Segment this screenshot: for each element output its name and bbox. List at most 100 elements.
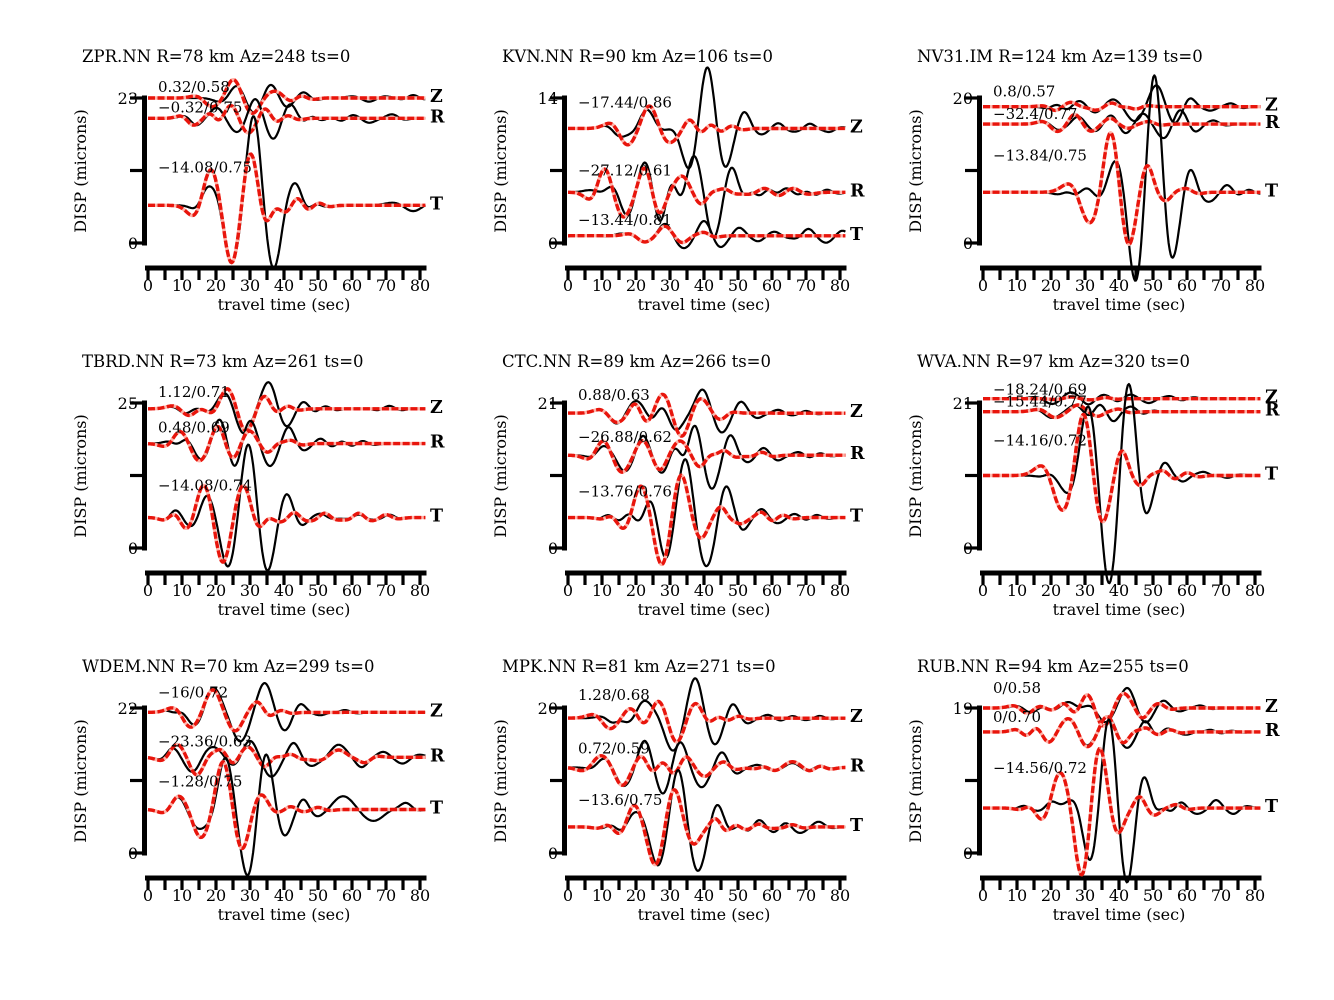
fit-annotation-R: −15.44/0.77	[993, 393, 1087, 411]
x-tick-label: 70	[1211, 276, 1231, 295]
panel-title: TBRD.NN R=73 km Az=261 ts=0	[82, 352, 364, 371]
synthetic-trace-R	[567, 754, 847, 787]
x-tick-label: 80	[410, 581, 430, 600]
fit-annotation-Z: 0.88/0.63	[578, 386, 650, 404]
x-tick-label: 60	[762, 276, 782, 295]
x-tick-label: 0	[143, 581, 153, 600]
x-axis-label: travel time (sec)	[218, 905, 351, 924]
fit-annotation-T: −13.84/0.75	[993, 146, 1087, 164]
component-label-R: R	[1265, 401, 1280, 421]
x-tick-label: 0	[978, 581, 988, 600]
x-tick-label: 50	[728, 581, 748, 600]
x-tick-label: 40	[694, 886, 714, 905]
synthetic-trace-underlay-Z	[567, 104, 847, 147]
fit-annotation-R: −27.12/0.61	[578, 161, 672, 179]
plot-area: 0 10 20 30 40 50 60 70 80 0/0.58 Z 0/0.70 R −14.56/0.…	[965, 679, 1280, 905]
synthetic-trace-Z	[567, 392, 847, 438]
observed-trace-T	[147, 443, 426, 572]
y-max-label: 21	[953, 394, 973, 413]
x-tick-label: 60	[1177, 276, 1197, 295]
synthetic-trace-T	[147, 152, 427, 265]
component-label-T: T	[1265, 181, 1278, 201]
x-tick-label: 10	[172, 581, 192, 600]
y-axis-label: DISP (microns)	[906, 719, 925, 843]
fit-annotation-R: −0.32/0.75	[158, 98, 242, 116]
x-tick-label: 60	[342, 886, 362, 905]
synthetic-trace-R	[147, 742, 427, 777]
station-panel-wva: WVA.NN R=97 km Az=320 ts=0 21 0 DISP (mi…	[906, 352, 1280, 619]
station-panel-mpk: MPK.NN R=81 km Az=271 ts=0 20 0 DISP (mi…	[491, 657, 865, 924]
plot-area: 0 10 20 30 40 50 60 70 80 0.88/0.63 Z −26.88/0.62 R −…	[550, 386, 865, 600]
fit-annotation-T: −13.6/0.75	[578, 791, 662, 809]
fit-annotation-R: −23.36/0.63	[158, 732, 252, 750]
synthetic-trace-underlay-T	[147, 760, 427, 851]
y-max-label: 22	[118, 699, 138, 718]
x-tick-label: 0	[978, 886, 988, 905]
x-tick-label: 70	[376, 276, 396, 295]
synthetic-trace-Z	[147, 688, 427, 733]
component-label-R: R	[850, 181, 865, 201]
x-tick-label: 70	[1211, 886, 1231, 905]
panel-title: WVA.NN R=97 km Az=320 ts=0	[917, 352, 1190, 371]
x-tick-label: 0	[978, 276, 988, 295]
y-axis-label: DISP (microns)	[906, 109, 925, 233]
x-tick-label: 20	[206, 276, 226, 295]
synthetic-trace-R	[982, 403, 1262, 420]
station-panel-zpr: ZPR.NN R=78 km Az=248 ts=0 23 0 DISP (mi…	[71, 47, 445, 314]
synthetic-trace-R	[147, 424, 427, 463]
x-tick-label: 80	[830, 276, 850, 295]
observed-trace-Z	[567, 66, 846, 170]
synthetic-trace-Z	[147, 78, 427, 115]
component-label-Z: Z	[1265, 697, 1278, 717]
synthetic-trace-Z	[567, 104, 847, 147]
x-tick-label: 20	[626, 886, 646, 905]
x-tick-label: 20	[1041, 276, 1061, 295]
synthetic-trace-R	[982, 112, 1262, 134]
x-axis-label: travel time (sec)	[1053, 905, 1186, 924]
x-tick-label: 80	[830, 886, 850, 905]
x-tick-label: 70	[1211, 581, 1231, 600]
x-tick-label: 10	[1007, 886, 1027, 905]
station-panel-ctc: CTC.NN R=89 km Az=266 ts=0 21 0 DISP (mi…	[491, 352, 865, 619]
synthetic-trace-Z	[567, 699, 847, 744]
y-max-label: 21	[538, 394, 558, 413]
x-tick-label: 70	[376, 886, 396, 905]
synthetic-trace-R	[982, 715, 1262, 749]
component-label-R: R	[1265, 721, 1280, 741]
plot-area: 0 10 20 30 40 50 60 70 80 −17.44/0.86 Z −27.12/0.61…	[550, 66, 865, 295]
observed-trace-T	[567, 769, 846, 872]
component-label-R: R	[850, 757, 865, 777]
synthetic-trace-R	[147, 103, 427, 135]
y-max-label: 23	[118, 89, 138, 108]
panel-title: CTC.NN R=89 km Az=266 ts=0	[502, 352, 771, 371]
x-tick-label: 60	[342, 581, 362, 600]
synthetic-trace-R	[567, 439, 847, 474]
panel-title: KVN.NN R=90 km Az=106 ts=0	[502, 47, 773, 66]
x-tick-label: 0	[563, 886, 573, 905]
x-axis-label: travel time (sec)	[638, 295, 771, 314]
x-tick-label: 20	[626, 581, 646, 600]
component-label-T: T	[1265, 465, 1278, 485]
y-axis-label: DISP (microns)	[71, 719, 90, 843]
plot-area: 0 10 20 30 40 50 60 70 80 −18.24/0.69 Z −15.44/0.77…	[965, 381, 1280, 600]
x-axis-label: travel time (sec)	[218, 600, 351, 619]
x-tick-label: 30	[240, 581, 260, 600]
x-tick-label: 80	[1245, 276, 1265, 295]
x-tick-label: 40	[694, 276, 714, 295]
component-label-Z: Z	[1265, 388, 1278, 408]
x-tick-label: 40	[274, 886, 294, 905]
x-tick-label: 0	[143, 276, 153, 295]
x-tick-label: 50	[1143, 581, 1163, 600]
x-tick-label: 20	[206, 886, 226, 905]
component-label-Z: Z	[850, 402, 863, 422]
x-tick-label: 30	[660, 886, 680, 905]
y-max-label: 14	[538, 89, 558, 108]
x-tick-label: 50	[308, 276, 328, 295]
x-tick-label: 70	[796, 886, 816, 905]
y-axis-label: DISP (microns)	[491, 414, 510, 538]
x-tick-label: 30	[1075, 581, 1095, 600]
synthetic-trace-T	[567, 788, 847, 867]
component-label-Z: Z	[1265, 96, 1278, 116]
x-tick-label: 40	[694, 581, 714, 600]
x-tick-label: 70	[376, 581, 396, 600]
